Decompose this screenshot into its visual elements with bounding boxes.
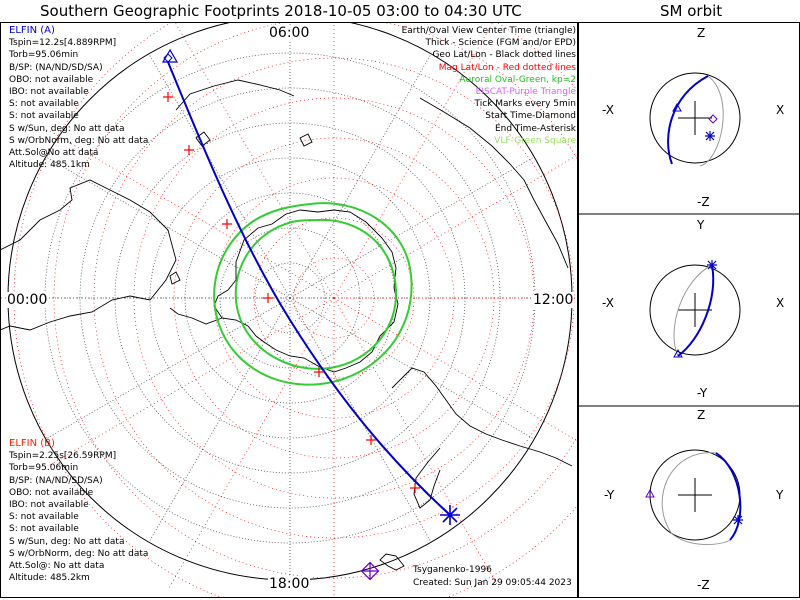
orbit-xz-bottom-label: -Z bbox=[697, 195, 710, 209]
clock-label-top: 06:00 bbox=[268, 25, 311, 41]
elfin-b-line: Torb=95.06min bbox=[9, 463, 79, 474]
orbit-yz-right-label: Y bbox=[776, 488, 784, 502]
elfin-b-line: B/SP: (NA/ND/SD/SA) bbox=[9, 475, 103, 486]
track-tick bbox=[410, 483, 420, 493]
track-tick bbox=[184, 145, 194, 155]
elfin-a-line: B/SP: (NA/ND/SD/SA) bbox=[9, 62, 103, 73]
coastlines bbox=[1, 79, 573, 571]
auroral-oval-outer bbox=[213, 202, 413, 386]
orbit-xy-left-label: -X bbox=[602, 296, 614, 310]
elfin-a-info: ELFIN (A) Tspin=12.2s[4.889RPM] Torb=95.… bbox=[9, 25, 148, 171]
orbit-xy-right-label: X bbox=[776, 296, 785, 310]
orbit-panel-yz bbox=[645, 449, 743, 546]
orbit-title: SM orbit bbox=[660, 2, 723, 20]
orbit-panel-dividers bbox=[578, 213, 800, 407]
legend-entry: Geo Lat/Lon - Black dotted lines bbox=[432, 50, 576, 61]
track-tick bbox=[263, 293, 273, 303]
elfin-b-name: ELFIN (B) bbox=[9, 438, 55, 449]
mag-lon-grid bbox=[1, 23, 577, 597]
orbit-xy-bottom-label: -Y bbox=[697, 386, 708, 400]
elfin-b-line: OBO: not available bbox=[9, 487, 94, 498]
clock-label-left: 00:00 bbox=[6, 292, 49, 308]
elfin-a-line: Torb=95.06min bbox=[9, 50, 79, 61]
track-tick bbox=[366, 435, 376, 445]
track-tick bbox=[163, 92, 173, 102]
elfin-b-line: S: not available bbox=[9, 512, 79, 523]
antarctic-peninsula bbox=[169, 307, 223, 325]
new-zealand-coast bbox=[413, 447, 441, 509]
orbit-yz-left-label: -Y bbox=[604, 488, 615, 502]
islands bbox=[169, 131, 313, 285]
orbit-xy-top-label: Y bbox=[697, 218, 705, 232]
elfin-b-line: S: not available bbox=[9, 524, 79, 535]
legend-entry: Auroral Oval-Green, kp=2 bbox=[459, 74, 576, 85]
asia-coast bbox=[419, 97, 569, 269]
auroral-oval bbox=[213, 202, 413, 386]
orbit-yz-top-label: Z bbox=[697, 408, 706, 422]
elfin-a-line: S: not available bbox=[9, 99, 79, 110]
legend-entry: End Time-Asterisk bbox=[494, 123, 576, 134]
elfin-a-line: Tspin=12.2s[4.889RPM] bbox=[9, 38, 117, 49]
legend-entry: EISCAT-Purple Triangle bbox=[475, 87, 576, 98]
main-title: Southern Geographic Footprints 2018-10-0… bbox=[40, 2, 522, 20]
elfin-b-info: ELFIN (B) Tspin=2.25s[26.59RPM] Torb=95.… bbox=[9, 438, 148, 584]
elfin-a-line: Att.Sol@No att data bbox=[9, 148, 99, 159]
orbit-start-diamond bbox=[708, 114, 718, 124]
elfin-a-line: S w/Sun, deg: No att data bbox=[9, 123, 125, 134]
elfin-b-line: Att.Sol@: No att data bbox=[9, 561, 105, 572]
footprint-map-panel bbox=[0, 22, 578, 598]
elfin-b-line: Altitude: 485.2km bbox=[9, 573, 90, 584]
elfin-a-line: S: not available bbox=[9, 111, 79, 122]
legend-entry: Start Time-Diamond bbox=[485, 111, 576, 122]
orbit-yz-bottom-label: -Z bbox=[697, 578, 710, 592]
elfin-a-line: Altitude: 485.1km bbox=[9, 160, 90, 171]
start-time-diamond bbox=[360, 561, 380, 581]
start-diamond-marker bbox=[163, 53, 173, 63]
orbit-panel-xy bbox=[649, 260, 741, 358]
legend-entry: Tick Marks every 5min bbox=[474, 99, 576, 110]
africa-coast bbox=[175, 79, 295, 111]
australia-coast bbox=[391, 367, 573, 467]
track-tick-marks bbox=[163, 92, 420, 493]
orbit-end-asterisk bbox=[733, 515, 743, 525]
elfin-a-track bbox=[161, 48, 460, 525]
elfin-a-line: OBO: not available bbox=[9, 74, 94, 85]
legend-entry: Mag Lat/Lon - Red dotted lines bbox=[438, 62, 576, 73]
legend: Earth/Oval View Center Time (triangle) T… bbox=[402, 25, 576, 147]
auroral-oval-inner bbox=[234, 218, 398, 370]
clock-label-bottom: 18:00 bbox=[268, 576, 311, 592]
orbit-panel-xz bbox=[649, 72, 741, 167]
legend-entry: VLF-Green Square bbox=[494, 135, 576, 146]
track-tick bbox=[314, 367, 324, 377]
elfin-b-line: Tspin=2.25s[26.59RPM] bbox=[9, 451, 117, 462]
end-asterisk-marker bbox=[440, 505, 460, 525]
orbit-end-asterisk bbox=[705, 131, 715, 141]
elfin-a-line: S w/OrbNorm, deg: No att data bbox=[9, 135, 149, 146]
orbit-xz-right-label: X bbox=[776, 103, 785, 117]
orbit-view-triangle bbox=[645, 488, 655, 498]
elfin-a-name: ELFIN (A) bbox=[9, 25, 55, 36]
south-america-coast bbox=[1, 179, 177, 331]
legend-entry: Thick - Science (FGM and/or EPD) bbox=[425, 38, 576, 49]
elfin-b-line: S w/Sun, deg: No att data bbox=[9, 536, 125, 547]
orbit-view-triangle bbox=[673, 348, 683, 358]
model-credit: Tsyganenko-1996 bbox=[413, 565, 492, 575]
track-tick bbox=[222, 219, 232, 229]
tasmania-coast bbox=[379, 553, 405, 571]
orbit-xz-left-label: -X bbox=[602, 103, 614, 117]
created-timestamp: Created: Sun Jan 29 09:05:44 2023 bbox=[413, 578, 572, 588]
clock-label-right: 12:00 bbox=[532, 292, 575, 308]
orbit-view-triangle bbox=[672, 102, 682, 112]
antarctica-coast bbox=[213, 209, 399, 373]
orbit-end-asterisk bbox=[707, 260, 717, 270]
orbit-xz-top-label: Z bbox=[697, 26, 706, 40]
elfin-b-line: IBO: not available bbox=[9, 500, 89, 511]
elfin-b-line: S w/OrbNorm, deg: No att data bbox=[9, 548, 149, 559]
elfin-a-line: IBO: not available bbox=[9, 87, 89, 98]
legend-entry: Earth/Oval View Center Time (triangle) bbox=[401, 26, 576, 36]
